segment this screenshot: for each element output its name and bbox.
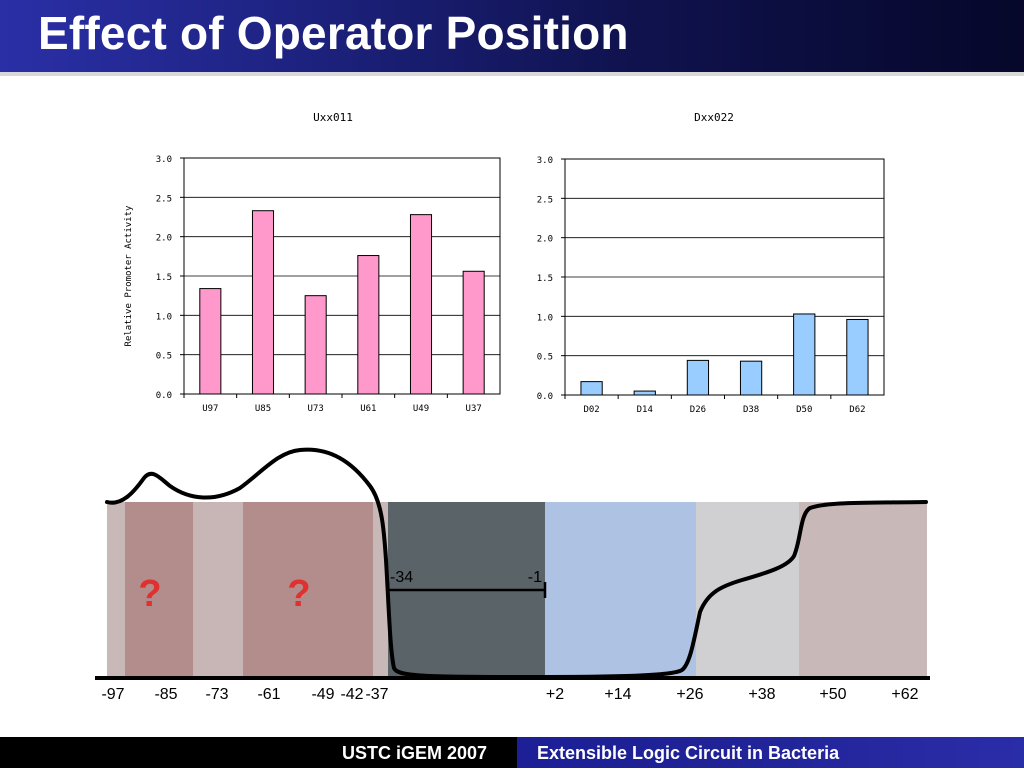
position-label: -85 [154, 686, 177, 703]
bar-u61 [357, 255, 380, 395]
x-tick-label: D26 [690, 405, 706, 415]
chart-title: Dxx022 [694, 111, 734, 124]
footer-project-label: Extensible Logic Circuit in Bacteria [537, 743, 840, 763]
region-operator [545, 502, 696, 677]
promoter-end-label: -1 [528, 569, 542, 586]
position-label: +26 [676, 686, 703, 703]
y-tick-label: 2.5 [156, 194, 172, 204]
x-tick-label: D62 [849, 405, 865, 415]
bar-u97 [199, 288, 222, 395]
x-tick-label: U97 [202, 404, 218, 414]
x-tick-label: U61 [360, 404, 376, 414]
x-tick-label: D02 [583, 405, 599, 415]
unknown-mark: ? [287, 573, 310, 615]
y-axis-label: Relative Promoter Activity [124, 205, 134, 346]
footer-right: Extensible Logic Circuit in Bacteria [517, 737, 1024, 768]
bar-u85 [251, 210, 275, 395]
footer-left: USTC iGEM 2007 [0, 737, 515, 768]
position-label: +2 [546, 686, 564, 703]
x-tick-label: D14 [637, 405, 653, 415]
region-u85 [125, 502, 193, 677]
position-label: -49 [311, 686, 334, 703]
y-tick-label: 0.0 [156, 391, 172, 401]
bar-d02 [580, 381, 603, 396]
y-tick-label: 3.0 [537, 156, 553, 166]
y-tick-label: 1.0 [156, 312, 172, 322]
x-tick-label: U85 [255, 404, 271, 414]
chart-uxx011: Uxx011 0.0 0.5 1.0 1.5 2.0 2.5 3.0 U97 U85 U73 U61 U… [124, 111, 501, 414]
chart-dxx022: Dxx022 0.0 0.5 1.0 1.5 2.0 2.5 3.0 D02 D14 D26 D38 D… [537, 111, 885, 415]
x-tick-label: D50 [796, 405, 812, 415]
position-label: -37 [365, 686, 388, 703]
position-label: +14 [604, 686, 631, 703]
activity-curve [105, 447, 928, 680]
x-tick-label: U49 [413, 404, 429, 414]
bar-d62 [846, 318, 869, 396]
bar-u37 [462, 270, 485, 395]
bar-d14 [633, 390, 656, 396]
position-label: +50 [819, 686, 846, 703]
unknown-mark: ? [138, 573, 161, 615]
x-tick-label: U73 [308, 404, 324, 414]
y-tick-label: 2.5 [537, 195, 553, 205]
x-tick-label: D38 [743, 405, 759, 415]
position-label: -97 [101, 686, 124, 703]
bar-d26 [686, 359, 710, 396]
y-tick-label: 2.0 [156, 234, 172, 244]
promoter-start-label: -34 [390, 569, 413, 586]
bar-u73 [304, 295, 327, 395]
title-divider [0, 72, 1024, 76]
bar-u49 [409, 214, 433, 395]
chart-title: Uxx011 [313, 111, 353, 124]
bar-d50 [793, 313, 816, 396]
y-tick-label: 0.5 [537, 353, 553, 363]
region-u73 [193, 502, 243, 677]
footer-team-label: USTC iGEM 2007 [341, 743, 487, 763]
position-label: +62 [891, 686, 918, 703]
y-tick-label: 1.0 [537, 313, 553, 323]
y-tick-label: 3.0 [156, 155, 172, 165]
position-label: -42 [340, 686, 363, 703]
y-tick-label: 0.5 [156, 352, 172, 362]
y-tick-label: 1.5 [537, 274, 553, 284]
position-label: -73 [205, 686, 228, 703]
y-tick-label: 2.0 [537, 235, 553, 245]
bar-d38 [739, 360, 763, 396]
position-label: +38 [748, 686, 775, 703]
operator-position-diagram: ? ? -34 -1 -97 -85 -73 -61 -49 -42 -37 +… [95, 447, 930, 703]
position-labels: -97 -85 -73 -61 -49 -42 -37 +2 +14 +26 +… [101, 686, 918, 703]
region-d50 [799, 502, 927, 677]
title-bar [0, 0, 1024, 72]
region-u61 [243, 502, 373, 677]
y-tick-label: 1.5 [156, 273, 172, 283]
position-label: -61 [257, 686, 280, 703]
y-tick-label: 0.0 [537, 392, 553, 402]
region-d38 [696, 502, 799, 677]
slide-title: Effect of Operator Position [38, 7, 629, 59]
x-tick-label: U37 [466, 404, 482, 414]
